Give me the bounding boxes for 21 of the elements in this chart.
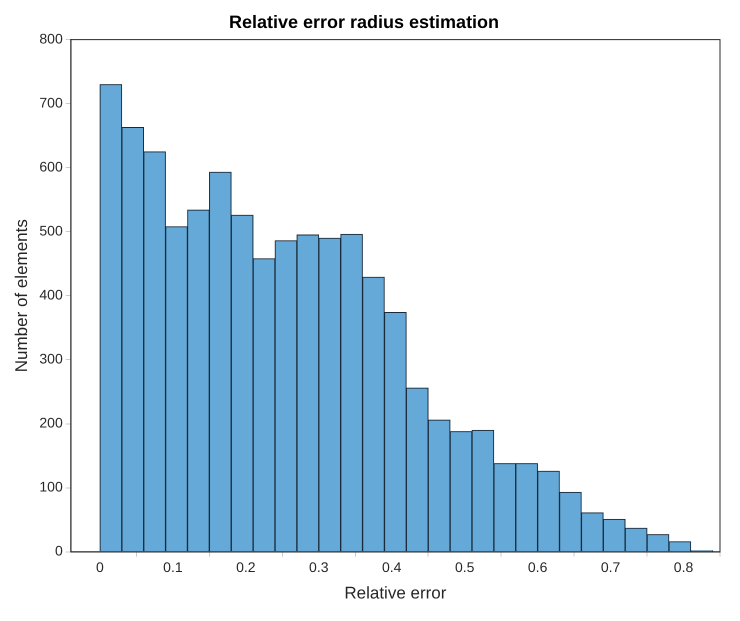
x-tick-label: 0.4 [382, 559, 402, 576]
y-tick-label: 200 [39, 414, 63, 431]
x-tick-label: 0.2 [236, 559, 256, 576]
x-tick-label: 0.7 [600, 559, 621, 576]
y-axis-title: Number of elements [12, 219, 31, 372]
y-tick-label: 700 [39, 94, 63, 110]
x-tick-label: 0.5 [454, 559, 475, 576]
x-tick-label: 0.8 [674, 559, 694, 576]
x-tick-label: 0.6 [528, 559, 548, 576]
y-tick-label: 600 [39, 158, 63, 175]
x-tick-label: 0 [96, 559, 104, 576]
y-tick-label: 100 [39, 478, 63, 495]
y-tick-label: 400 [39, 286, 63, 303]
y-tick-label: 500 [39, 222, 63, 239]
x-tick-label: 0.1 [163, 559, 183, 576]
y-tick-label: 800 [39, 30, 63, 46]
y-tick-label: 300 [39, 350, 63, 367]
chart-title: Relative error radius estimation [228, 12, 500, 32]
y-tick-label: 0 [54, 542, 63, 559]
x-tick-label: 0.3 [309, 559, 329, 576]
x-axis-title: Relative error [344, 583, 447, 602]
